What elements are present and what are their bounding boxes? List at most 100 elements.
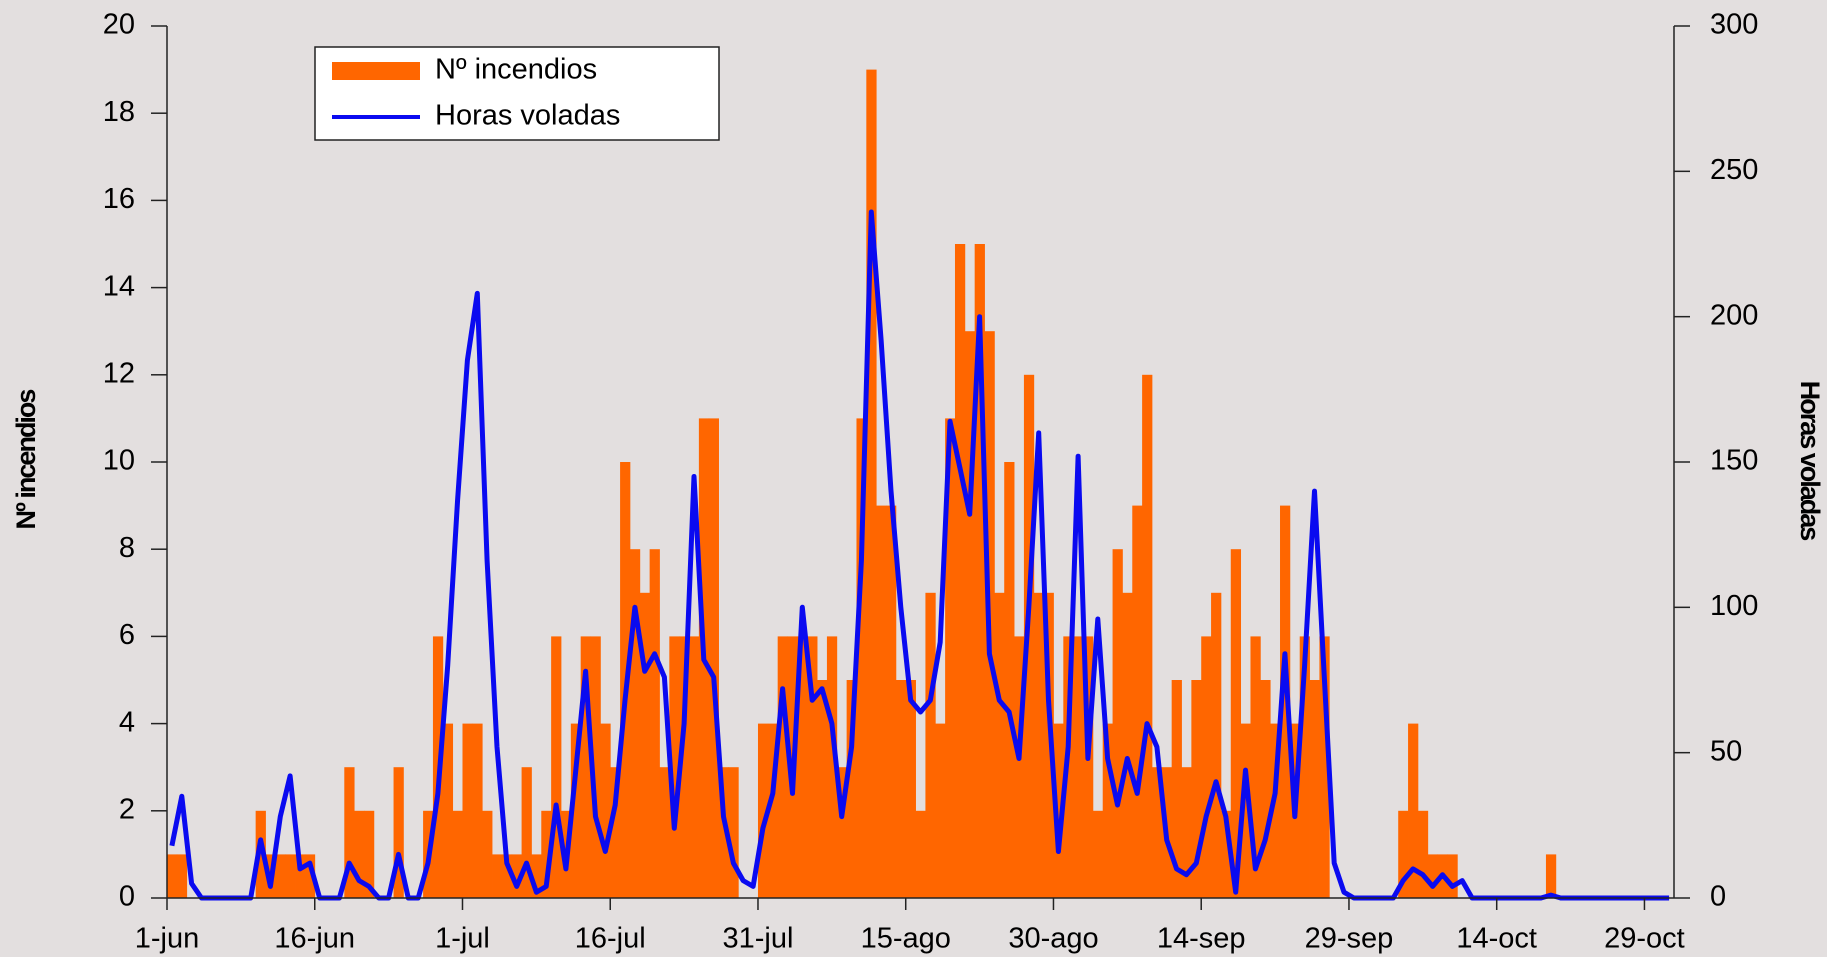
- bar: [1073, 636, 1084, 898]
- x-tick-label: 14-sep: [1157, 923, 1246, 955]
- bar: [974, 244, 985, 898]
- y2-tick-label: 50: [1710, 735, 1742, 767]
- x-tick-label: 29-oct: [1604, 923, 1685, 955]
- y-tick-label: 10: [103, 445, 135, 477]
- x-tick-label: 15-ago: [861, 923, 951, 955]
- y2-tick-label: 100: [1710, 590, 1758, 622]
- bar: [1309, 680, 1320, 898]
- bar: [1211, 592, 1222, 898]
- bar: [580, 636, 591, 898]
- bar: [807, 636, 818, 898]
- bar: [1299, 636, 1310, 898]
- legend-label: Nº incendios: [435, 54, 597, 86]
- bar: [876, 505, 887, 898]
- y-tick-label: 2: [119, 793, 135, 825]
- bar: [1112, 549, 1123, 898]
- bar: [728, 767, 739, 898]
- bar: [659, 767, 670, 898]
- bar: [905, 680, 916, 898]
- bar: [600, 723, 611, 898]
- bar: [354, 810, 365, 898]
- bar: [708, 418, 719, 898]
- bar: [817, 680, 828, 898]
- x-tick-label: 30-ago: [1008, 923, 1098, 955]
- bar: [945, 418, 956, 898]
- bar: [1043, 592, 1054, 898]
- bar: [1408, 723, 1419, 898]
- y2-tick-label: 200: [1710, 299, 1758, 331]
- bar: [925, 592, 936, 898]
- bar: [629, 549, 641, 898]
- y-tick-label: 6: [119, 619, 135, 651]
- bar: [1171, 680, 1182, 898]
- bar: [866, 69, 877, 899]
- y-tick-label: 20: [103, 9, 135, 41]
- y-tick-label: 12: [103, 357, 135, 389]
- bar: [689, 636, 700, 898]
- bar: [482, 810, 493, 898]
- bar: [1270, 723, 1281, 898]
- bar: [1053, 723, 1064, 898]
- bar: [304, 854, 316, 898]
- bar: [393, 767, 404, 898]
- bar: [1398, 810, 1409, 898]
- bar: [1181, 767, 1192, 898]
- bar: [176, 854, 188, 898]
- bar: [954, 244, 966, 898]
- y2-tick-label: 0: [1710, 881, 1726, 913]
- bar: [1240, 723, 1251, 898]
- bar: [964, 331, 976, 898]
- bar: [1427, 854, 1439, 898]
- y2-axis-label: Horas voladas: [1795, 381, 1825, 541]
- bar: [669, 636, 680, 898]
- y2-tick-label: 300: [1710, 9, 1758, 41]
- bar: [1014, 636, 1025, 898]
- bar: [462, 723, 473, 898]
- bar: [1220, 810, 1232, 898]
- bar: [492, 854, 503, 898]
- bar: [344, 767, 355, 898]
- bar: [551, 636, 562, 898]
- x-tick-label: 1-jun: [135, 923, 200, 955]
- bar: [363, 810, 375, 898]
- bar: [295, 854, 306, 898]
- y-tick-label: 18: [103, 96, 135, 128]
- bar: [1083, 636, 1094, 898]
- y-tick-label: 16: [103, 183, 135, 215]
- bar: [1191, 680, 1202, 898]
- bar: [1280, 505, 1291, 898]
- bar: [1102, 723, 1113, 898]
- bar: [521, 767, 532, 898]
- bar: [1260, 680, 1271, 898]
- bar: [1545, 854, 1557, 898]
- bar: [757, 723, 769, 898]
- bar: [1447, 854, 1458, 898]
- bar: [167, 854, 178, 898]
- bar: [1417, 810, 1429, 898]
- bar: [541, 810, 552, 898]
- bar: [501, 854, 513, 898]
- bar: [915, 810, 926, 898]
- bar: [1122, 592, 1133, 898]
- bar: [1092, 810, 1104, 898]
- bar: [590, 636, 601, 898]
- x-tick-label: 1-jul: [435, 923, 490, 955]
- bar: [452, 810, 463, 898]
- x-tick-label: 14-oct: [1456, 923, 1537, 955]
- bar: [472, 723, 483, 898]
- y-tick-label: 8: [119, 532, 135, 564]
- y-tick-label: 0: [119, 881, 135, 913]
- bar: [856, 418, 867, 898]
- bar: [610, 767, 621, 898]
- bar: [935, 723, 946, 898]
- bar: [826, 636, 838, 898]
- bar: [1151, 767, 1163, 898]
- bar: [285, 854, 296, 898]
- x-tick-label: 16-jun: [274, 923, 355, 955]
- line: [169, 209, 1670, 901]
- bar: [767, 723, 779, 898]
- bar: [639, 592, 651, 898]
- bar: [836, 767, 848, 898]
- bar: [255, 810, 266, 898]
